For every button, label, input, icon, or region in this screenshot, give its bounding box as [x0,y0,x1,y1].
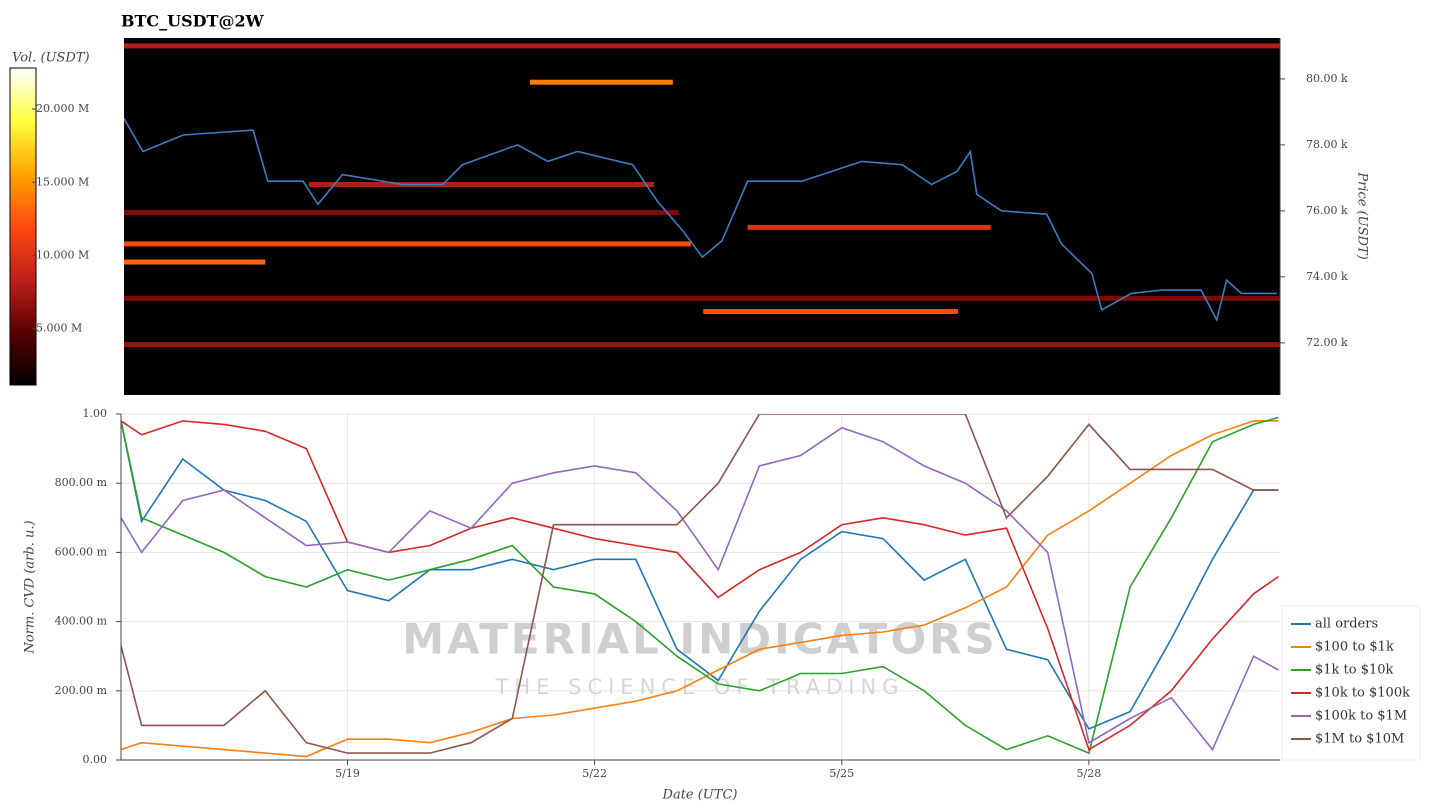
cvd-line [121,416,1279,755]
liquidity-level [124,295,1280,301]
x-tick-label: 5/19 [335,767,360,780]
x-tick-label: 5/25 [829,767,854,780]
y-axis-label: Norm. CVD (arb. u.) [23,520,38,654]
y-tick-label: 200.00 m [55,684,108,697]
liquidity-level [124,342,1280,348]
y-tick-label: 600.00 m [55,545,108,558]
colorbar-tick-label: 10.000 M [36,249,89,262]
y-tick-label: 74.00 k [1306,270,1348,283]
liquidity-level [124,259,266,265]
cvd-line [121,420,1279,758]
y-tick-label: 400.00 m [55,615,108,628]
x-tick-label: 5/28 [1077,767,1102,780]
y-tick-label: 80.00 k [1306,72,1348,85]
cvd-line [121,414,1279,754]
liquidity-level [747,224,991,230]
cvd-line [121,420,1279,751]
liquidity-level [529,79,673,85]
legend-label: $100k to $1M [1315,709,1407,724]
liquidity-level [308,181,654,187]
cvd-panel: 0.00 200.00 m 400.00 m 600.00 m 800.00 m 1.00… [55,407,1421,780]
series-lines [121,414,1279,758]
plot-background [124,38,1280,395]
heatmap-cells [124,43,1280,348]
colorbar-tick-label: 5.000 M [36,322,82,335]
price-line [124,118,1277,323]
y-tick-label: 800.00 m [55,476,108,489]
legend-box [1281,605,1421,761]
chart-title: BTC_USDT@2W [121,12,265,31]
y-tick-label: 1.00 [83,407,108,420]
colorbar-tick-label: 20.000 M [36,102,89,115]
y-tick-label: 76.00 k [1306,204,1348,217]
liquidity-level [124,43,1280,49]
legend-label: all orders [1315,617,1378,632]
legend-label: $10k to $100k [1315,686,1410,701]
liquidity-level [703,309,958,315]
watermark-title: MATERIAL INDICATORS [402,615,998,664]
liquidity-level [124,241,691,247]
y-tick-label: 0.00 [83,753,108,766]
cvd-line [121,426,1279,752]
colorbar-label: Vol. (USDT) [12,51,90,66]
liquidity-level [124,210,679,216]
legend-label: $1k to $10k [1315,663,1394,678]
y-axis-label: Price (USDT) [1355,171,1370,259]
plot-background [121,414,1280,760]
watermark-subtitle: THE SCIENCE OF TRADING [495,675,905,699]
legend-label: $1M to $10M [1315,732,1404,747]
x-tick-label: 5/22 [582,767,607,780]
x-axis-label: Date (UTC) [662,788,738,803]
heatmap-panel: 72.00 k 74.00 k 76.00 k 78.00 k 80.00 k 5.000… [9,38,1348,395]
y-tick-label: 78.00 k [1306,138,1348,151]
legend-label: $100 to $1k [1315,640,1394,655]
colorbar [9,67,37,386]
y-tick-label: 72.00 k [1306,336,1348,349]
colorbar-tick-label: 15.000 M [36,175,89,188]
